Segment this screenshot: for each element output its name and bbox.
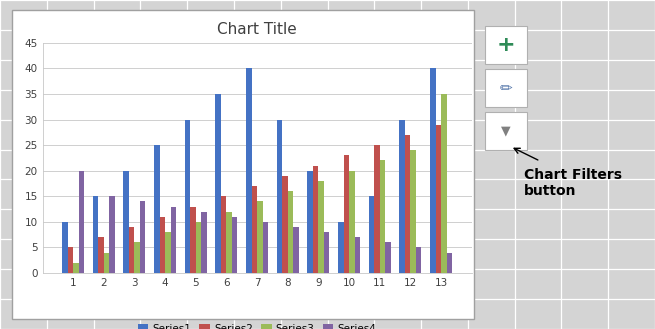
Bar (123, 171, 129, 273)
Bar (134, 242, 140, 273)
Bar (338, 222, 344, 273)
Text: ✏: ✏ (500, 81, 512, 95)
Bar (232, 217, 238, 273)
Bar (263, 222, 268, 273)
Title: Chart Title: Chart Title (217, 22, 297, 38)
Bar (385, 242, 391, 273)
Bar (447, 253, 452, 273)
Bar (190, 207, 196, 273)
Bar (73, 263, 79, 273)
Bar (185, 119, 190, 273)
Bar (62, 222, 67, 273)
Bar (129, 227, 134, 273)
Bar (441, 94, 447, 273)
Bar (344, 155, 349, 273)
Bar (98, 237, 103, 273)
Legend: Series1, Series2, Series3, Series4: Series1, Series2, Series3, Series4 (134, 320, 381, 329)
Bar (288, 191, 293, 273)
Bar (349, 171, 354, 273)
Bar (170, 207, 176, 273)
Bar (313, 165, 318, 273)
Bar (380, 161, 385, 273)
Bar (67, 247, 73, 273)
Bar (293, 227, 299, 273)
Bar (196, 222, 201, 273)
Bar (140, 201, 145, 273)
Bar (282, 176, 288, 273)
Bar (400, 119, 405, 273)
Bar (221, 196, 227, 273)
Text: ▼: ▼ (501, 124, 511, 137)
Bar (430, 68, 436, 273)
Bar (252, 186, 257, 273)
Bar (416, 247, 421, 273)
Bar (436, 125, 441, 273)
Text: Chart Filters
button: Chart Filters button (524, 168, 622, 198)
Bar (215, 94, 221, 273)
Bar (318, 181, 324, 273)
Bar (227, 212, 232, 273)
Bar (103, 253, 109, 273)
Bar (165, 232, 170, 273)
Bar (411, 150, 416, 273)
Text: +: + (496, 35, 515, 55)
Bar (324, 232, 329, 273)
Bar (405, 135, 411, 273)
Bar (374, 145, 380, 273)
Bar (354, 237, 360, 273)
Bar (154, 145, 160, 273)
Bar (93, 196, 98, 273)
Bar (246, 68, 252, 273)
Bar (160, 217, 165, 273)
Bar (201, 212, 207, 273)
Bar (276, 119, 282, 273)
Bar (109, 196, 115, 273)
Bar (369, 196, 374, 273)
Bar (257, 201, 263, 273)
Bar (79, 171, 84, 273)
Bar (307, 171, 313, 273)
